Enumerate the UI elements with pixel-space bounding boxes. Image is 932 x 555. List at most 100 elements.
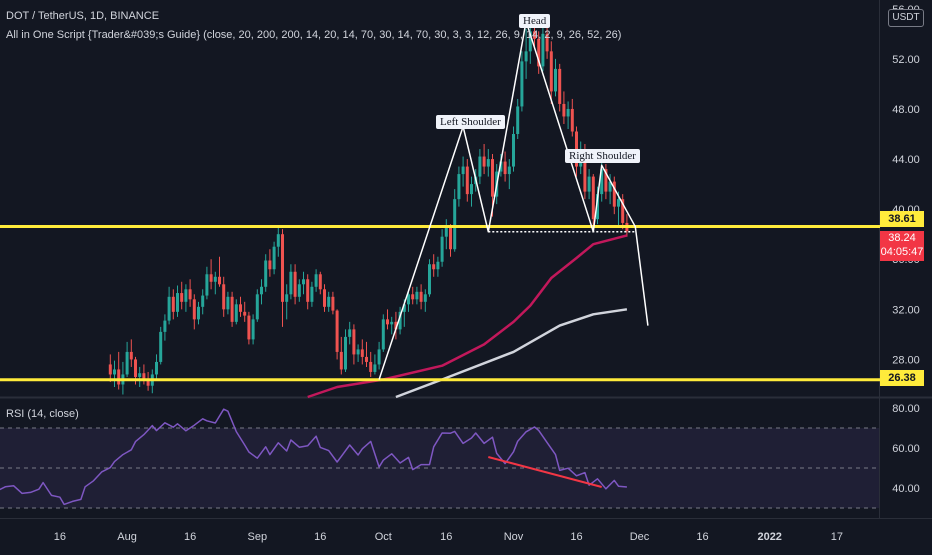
time-axis-tick: 16: [314, 531, 326, 543]
indicator-legend: All in One Script {Trader&#039;s Guide} …: [6, 29, 622, 41]
candle-body: [360, 349, 364, 357]
time-axis-tick: 16: [440, 531, 452, 543]
time-axis-tick: Nov: [504, 531, 524, 543]
candle-body: [453, 199, 457, 250]
candle-body: [268, 260, 272, 270]
candle-body: [533, 31, 536, 39]
candle-body: [407, 294, 410, 305]
candle-body: [293, 271, 297, 297]
candle-body: [381, 319, 385, 350]
candle-body: [108, 364, 112, 375]
candle-body: [507, 166, 511, 175]
price-axis-tick: 48.00: [892, 104, 920, 116]
candle-body: [192, 299, 196, 320]
candle-body: [604, 169, 608, 192]
candle-body: [255, 294, 259, 320]
time-axis-tick: 2022: [757, 531, 781, 543]
symbol-title: DOT / TetherUS, 1D, BINANCE: [6, 10, 160, 22]
candle-body: [512, 134, 515, 167]
right-shoulder-callout[interactable]: Right Shoulder: [565, 149, 640, 163]
candle-body: [491, 159, 494, 197]
candle-body: [251, 319, 255, 340]
rsi-axis-tick: 80.00: [892, 403, 920, 415]
candle-body: [402, 304, 406, 312]
candle-body: [457, 174, 461, 200]
candle-body: [134, 359, 137, 377]
time-axis-tick: 17: [831, 531, 843, 543]
candle-body: [297, 284, 301, 297]
candle-body: [587, 176, 591, 192]
candle-body: [163, 320, 167, 332]
candle-body: [113, 369, 116, 375]
candle-body: [398, 311, 402, 330]
candle-body: [558, 68, 562, 104]
candle-body: [600, 169, 604, 195]
candle-body: [566, 108, 570, 117]
head-callout[interactable]: Head: [519, 14, 551, 28]
time-axis-tick: 16: [184, 531, 196, 543]
currency-button[interactable]: USDT: [888, 9, 924, 27]
candle-body: [570, 108, 574, 132]
candle-body: [247, 315, 251, 340]
candle-body: [142, 373, 146, 381]
candle-body: [314, 274, 318, 287]
time-axis-tick: Aug: [117, 531, 137, 543]
candle-body: [239, 304, 242, 312]
price-axis-tick: 32.00: [892, 304, 920, 316]
last-price-value: 38.24: [888, 232, 916, 244]
candle-body: [281, 234, 284, 302]
price-axis-tick: 52.00: [892, 54, 920, 66]
candle-body: [423, 294, 427, 302]
candle-body: [222, 284, 226, 310]
candle-body: [218, 276, 221, 285]
candle-body: [365, 356, 368, 362]
candle-body: [549, 51, 553, 92]
candle-body: [171, 296, 175, 312]
candle-body: [323, 289, 326, 307]
candle-body: [596, 194, 599, 220]
candle-body: [428, 264, 431, 295]
candle-body: [264, 260, 268, 287]
candle-body: [470, 184, 473, 195]
candle-body: [176, 293, 179, 312]
candle-body: [621, 199, 625, 223]
candle-body: [394, 321, 398, 330]
candle-body: [461, 166, 465, 175]
candle-body: [272, 246, 276, 270]
candle-body: [465, 166, 469, 195]
candle-body: [184, 289, 188, 302]
candle-body: [528, 31, 532, 52]
candle-body: [444, 226, 448, 237]
candle-body: [348, 329, 352, 337]
candle-body: [243, 311, 247, 316]
candle-body: [260, 286, 263, 295]
candle-body: [591, 176, 595, 220]
candle-body: [545, 33, 549, 52]
candle-body: [302, 279, 305, 285]
time-axis-tick: Oct: [375, 531, 392, 543]
candle-body: [352, 329, 356, 355]
candle-body: [205, 274, 209, 296]
candle-body: [478, 156, 482, 177]
candle-body: [129, 351, 133, 360]
candle-body: [125, 351, 129, 375]
candle-body: [436, 261, 440, 270]
candle-body: [537, 38, 541, 67]
candle-body: [419, 291, 423, 302]
candle-body: [612, 181, 616, 207]
candle-body: [167, 296, 171, 321]
resistance-price-tag: 38.61: [880, 211, 924, 227]
candle-body: [356, 349, 360, 355]
candle-body: [583, 149, 587, 192]
rsi-line: [0, 408, 627, 506]
candle-body: [117, 369, 121, 385]
candle-body: [520, 61, 524, 107]
candle-body: [327, 296, 331, 307]
candle-body: [554, 68, 557, 92]
time-axis-tick: Dec: [630, 531, 650, 543]
candle-body: [197, 306, 200, 320]
left-shoulder-callout[interactable]: Left Shoulder: [436, 115, 505, 129]
